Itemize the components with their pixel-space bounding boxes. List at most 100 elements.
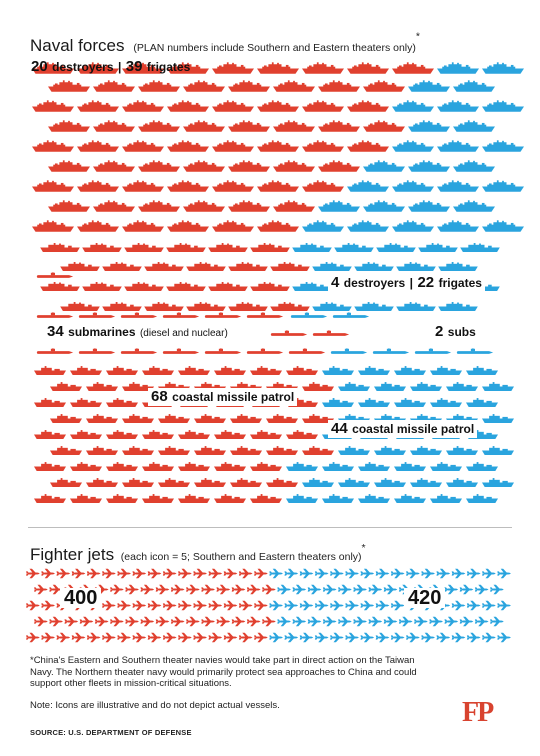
patrol-boat-icon — [106, 398, 138, 407]
patrol-boat-icon — [302, 478, 334, 487]
destroyer-icon — [392, 220, 434, 232]
destroyer-icon — [392, 180, 434, 192]
patrol-boat-icon — [158, 478, 190, 487]
patrol-boat-icon — [250, 462, 282, 471]
patrol-boat-icon — [466, 366, 498, 375]
fighter-jet-icon — [155, 584, 170, 595]
destroyer-icon — [228, 80, 270, 92]
fighter-jet-icon — [360, 600, 375, 611]
destroyer-icon — [437, 180, 479, 192]
destroyer-icon — [212, 220, 254, 232]
patrol-boat-icon — [86, 414, 118, 423]
frigate-icon — [460, 243, 500, 252]
fighter-jet-icon — [497, 600, 511, 611]
us-patrol-count: 44 — [331, 420, 348, 437]
us-subs-label: 2 subs — [432, 323, 479, 341]
fighter-jet-icon — [292, 584, 307, 595]
submarine-icon — [78, 348, 116, 354]
patrol-boat-icon — [194, 446, 226, 455]
patrol-boat-icon — [34, 462, 66, 471]
patrol-boat-icon — [50, 478, 82, 487]
fighter-jet-icon — [262, 616, 276, 627]
fighter-jet-icon — [474, 584, 489, 595]
patrol-boat-icon — [230, 414, 262, 423]
submarine-icon — [36, 348, 74, 354]
destroyer-icon — [32, 220, 74, 232]
destroyer-icon — [93, 200, 135, 212]
destroyer-icon — [138, 160, 180, 172]
patrol-boat-icon — [482, 414, 514, 423]
frigate-icon — [312, 302, 352, 311]
patrol-boat-icon — [286, 462, 318, 471]
patrol-boat-icon — [194, 478, 226, 487]
patrol-boat-icon — [322, 462, 354, 471]
patrol-boat-icon — [358, 366, 390, 375]
fighter-jet-icon — [368, 616, 383, 627]
frigate-icon — [292, 243, 332, 252]
patrol-boat-icon — [142, 366, 174, 375]
fighter-jet-icon — [132, 600, 147, 611]
frigate-icon — [354, 262, 394, 271]
submarine-icon — [288, 348, 326, 354]
fighter-jet-icon — [117, 632, 131, 643]
fighter-jet-icon — [41, 600, 55, 611]
fighter-jet-icon — [482, 568, 496, 579]
patrol-boat-icon — [230, 446, 262, 455]
us-frigate-count: 22 — [417, 274, 435, 291]
submarine-icon — [246, 348, 284, 354]
patrol-boat-icon — [70, 398, 102, 407]
fighter-jet-icon — [277, 584, 291, 595]
patrol-boat-icon — [86, 382, 118, 391]
frigate-icon — [250, 243, 290, 252]
patrol-boat-icon — [266, 478, 298, 487]
destroyer-icon — [392, 140, 434, 152]
frigate-icon — [396, 262, 436, 271]
destroyer-icon — [408, 200, 450, 212]
fighter-jet-icon — [208, 568, 223, 579]
fighter-jet-icon — [193, 632, 207, 643]
fighter-jet-icon — [56, 632, 71, 643]
fighter-jet-icon — [132, 632, 147, 643]
fighter-jet-icon — [429, 616, 443, 627]
fighter-jet-icon — [71, 568, 86, 579]
fighter-jet-icon — [262, 584, 276, 595]
fighter-jet-icon — [56, 568, 71, 579]
fighter-jet-icon — [414, 616, 428, 627]
submarine-icon — [414, 348, 452, 354]
fighter-jet-icon — [466, 632, 481, 643]
fighter-jet-icon — [140, 616, 155, 627]
source-credit: SOURCE: U.S. DEPARTMENT OF DEFENSE — [30, 728, 192, 737]
fighter-jet-icon — [86, 632, 101, 643]
fighter-jet-icon — [26, 632, 40, 643]
frigate-icon — [102, 302, 142, 311]
patrol-boat-icon — [374, 382, 406, 391]
plan-patrol-count: 68 — [151, 388, 168, 405]
us-destroyer-label: destroyers — [343, 276, 406, 290]
us-jets-count: 420 — [404, 588, 446, 608]
patrol-boat-icon — [142, 430, 174, 439]
patrol-boat-icon — [286, 494, 318, 503]
destroyer-icon — [48, 80, 90, 92]
patrol-boat-icon — [338, 382, 370, 391]
destroyer-icon — [183, 160, 225, 172]
fighter-jet-icon — [421, 632, 435, 643]
us-sub-count: 2 — [435, 323, 444, 340]
frigate-icon — [166, 243, 206, 252]
fighter-jet-icon — [322, 584, 337, 595]
fighter-jet-icon — [102, 600, 116, 611]
patrol-boat-icon — [178, 430, 210, 439]
patrol-boat-icon — [394, 366, 426, 375]
us-surface-label: 4 destroyers | 22 frigates — [328, 274, 485, 292]
frigate-icon — [396, 302, 436, 311]
fighter-jet-icon — [269, 568, 283, 579]
fighter-jet-icon — [284, 600, 299, 611]
frigate-icon — [166, 282, 206, 291]
patrol-boat-icon — [302, 382, 334, 391]
fighter-jet-icon — [459, 584, 474, 595]
frigate-icon — [40, 243, 80, 252]
fighter-jet-icon — [466, 568, 481, 579]
destroyer-icon — [48, 200, 90, 212]
destroyer-icon — [408, 120, 450, 132]
patrol-boat-icon — [358, 398, 390, 407]
